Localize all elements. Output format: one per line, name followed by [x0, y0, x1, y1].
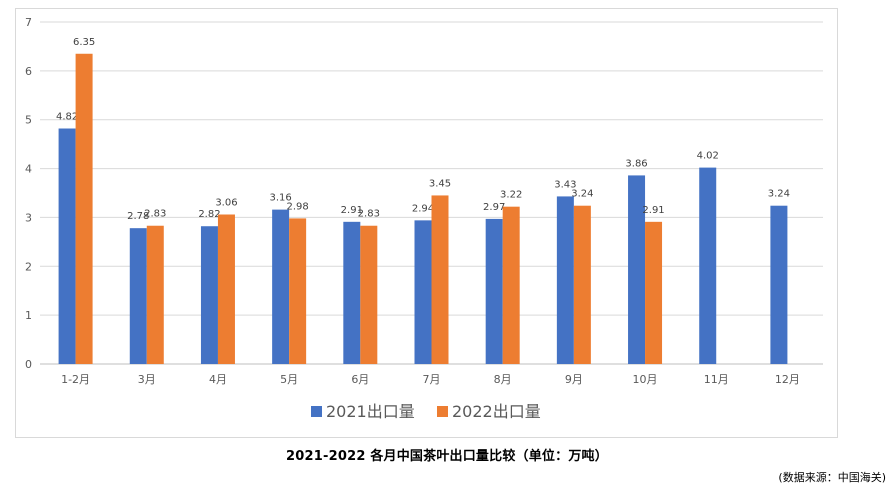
y-tick-label: 1 [25, 309, 32, 322]
bar-2021 [485, 218, 503, 364]
bar-2022 [573, 205, 591, 364]
data-label: 3.24 [768, 189, 790, 200]
chart-title: 2021-2022 各月中国茶叶出口量比较（单位：万吨） [286, 449, 608, 464]
data-label: 2.91 [341, 205, 363, 216]
legend-swatch [437, 406, 448, 417]
data-label: 4.02 [697, 151, 719, 162]
data-label: 3.45 [429, 178, 451, 189]
data-label: 2.94 [412, 203, 434, 214]
data-label: 3.24 [571, 189, 593, 200]
y-tick-label: 3 [25, 211, 32, 224]
bar-2021 [770, 205, 788, 364]
data-label: 6.35 [73, 37, 95, 48]
bar-chart: 012345671-2月4.826.353月2.782.834月2.823.06… [25, 16, 823, 421]
legend-swatch [311, 406, 322, 417]
y-tick-label: 0 [25, 358, 32, 371]
data-label: 2.82 [198, 209, 220, 220]
bar-2022 [645, 221, 663, 364]
data-label: 4.82 [56, 112, 78, 123]
data-label: 2.91 [642, 205, 664, 216]
bar-2021 [200, 226, 218, 364]
data-label: 2.78 [127, 211, 149, 222]
data-label: 2.97 [483, 202, 505, 213]
y-tick-label: 7 [25, 16, 32, 29]
y-tick-label: 5 [25, 114, 32, 127]
y-tick-label: 2 [25, 260, 32, 273]
bar-2021 [699, 167, 717, 364]
y-tick-label: 4 [25, 163, 32, 176]
legend-entry: 2022出口量 [452, 402, 541, 421]
x-tick-label: 5月 [280, 373, 298, 386]
legend-entry: 2021出口量 [326, 402, 415, 421]
data-label: 3.16 [270, 193, 292, 204]
bar-2022 [502, 206, 520, 364]
data-label: 2.83 [358, 209, 380, 220]
x-tick-label: 10月 [633, 373, 658, 386]
data-label: 2.98 [287, 201, 309, 212]
data-label: 3.22 [500, 190, 522, 201]
bar-2022 [217, 214, 235, 364]
data-label: 2.83 [144, 209, 166, 220]
bar-2021 [129, 228, 147, 364]
bar-2021 [272, 209, 290, 364]
bar-2021 [556, 196, 574, 364]
data-label: 3.43 [554, 179, 576, 190]
data-label: 3.06 [215, 197, 237, 208]
bar-2022 [360, 225, 378, 364]
bar-2022 [289, 218, 307, 364]
y-tick-label: 6 [25, 65, 32, 78]
bar-2022 [75, 53, 93, 364]
x-tick-label: 4月 [209, 373, 227, 386]
bar-2022 [431, 195, 449, 364]
bar-2022 [146, 225, 164, 364]
x-tick-label: 9月 [565, 373, 583, 386]
source-note: (数据来源：中国海关) [778, 471, 886, 484]
x-tick-label: 1-2月 [61, 373, 90, 386]
bar-2021 [414, 220, 432, 364]
bar-2021 [628, 175, 646, 364]
bar-2021 [343, 221, 361, 364]
x-tick-label: 7月 [423, 373, 441, 386]
x-tick-label: 12月 [775, 373, 800, 386]
x-tick-label: 3月 [138, 373, 156, 386]
x-tick-label: 8月 [494, 373, 512, 386]
data-label: 3.86 [625, 158, 647, 169]
x-tick-label: 6月 [351, 373, 369, 386]
bar-2021 [58, 128, 76, 364]
x-tick-label: 11月 [704, 373, 729, 386]
